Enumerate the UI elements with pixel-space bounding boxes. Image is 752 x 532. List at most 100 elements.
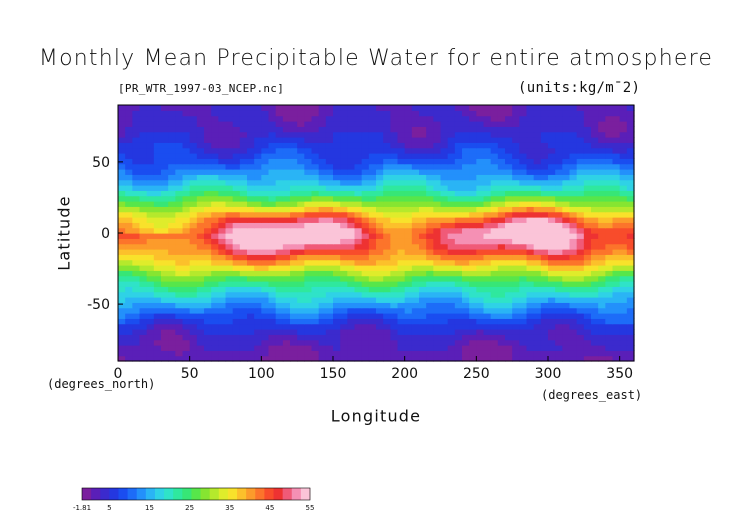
heatmap-cell [218,249,227,255]
heatmap-cell [118,190,126,197]
heatmap-cell [426,163,434,170]
heatmap-cell [426,121,434,127]
heatmap-cell [612,254,621,261]
heatmap-cell [591,254,599,261]
heatmap-cell [225,329,234,335]
heatmap-cell [619,153,628,159]
heatmap-cell [275,147,284,154]
heatmap-cell [168,190,176,197]
heatmap-cell [512,211,520,218]
heatmap-cell [562,323,571,330]
heatmap-cell [447,265,456,271]
heatmap-cell [275,153,284,159]
heatmap-cell [325,243,334,250]
heatmap-cell [254,286,262,293]
heatmap-cell [196,350,205,357]
heatmap-cell [161,281,169,287]
heatmap-cell [462,179,470,186]
heatmap-cell [275,238,284,245]
heatmap-cell [189,323,198,330]
heatmap-cell [605,227,614,234]
heatmap-cell [626,323,635,330]
heatmap-cell [533,275,542,282]
heatmap-cell [540,137,549,143]
heatmap-cell [390,270,399,277]
heatmap-cell [218,169,227,175]
heatmap-cell [153,105,162,111]
heatmap-cell [204,190,212,197]
heatmap-cell [161,153,169,159]
heatmap-cell [612,201,621,207]
x-tick-label: 50 [181,366,199,382]
heatmap-cell [333,233,341,239]
heatmap-cell [605,153,614,159]
heatmap-cell [490,131,499,138]
heatmap-cell [168,286,176,293]
heatmap-cell [591,281,599,287]
heatmap-cell [512,297,520,303]
heatmap-cell [462,286,470,293]
heatmap-cell [340,147,348,154]
heatmap-cell [161,195,169,202]
heatmap-cell [490,345,499,351]
heatmap-cell [605,302,614,309]
heatmap-cell [555,179,563,186]
heatmap-cell [483,345,492,351]
heatmap-cell [483,174,492,181]
heatmap-cell [225,259,234,266]
heatmap-cell [153,291,162,298]
heatmap-cell [483,131,492,138]
heatmap-cell [146,265,155,271]
heatmap-cell [576,169,585,175]
heatmap-cell [548,110,556,117]
heatmap-cell [218,307,227,314]
heatmap-cell [347,137,356,143]
heatmap-cell [440,142,449,149]
heatmap-cell [175,190,184,197]
heatmap-cell [440,297,449,303]
heatmap-cell [397,350,406,357]
heatmap-cell [404,297,413,303]
heatmap-cell [540,323,549,330]
heatmap-cell [139,217,148,223]
heatmap-cell [247,318,255,325]
heatmap-cell [325,291,334,298]
heatmap-cell [440,238,449,245]
heatmap-cell [189,169,198,175]
heatmap-cell [196,126,205,133]
heatmap-cell [397,323,406,330]
heatmap-cell [204,126,212,133]
heatmap-cell [311,147,320,154]
heatmap-cell [218,153,227,159]
heatmap-cell [526,259,535,266]
heatmap-cell [153,227,162,234]
heatmap-cell [368,158,377,165]
heatmap-cell [290,169,298,175]
heatmap-cell [211,249,219,255]
heatmap-cell [347,355,356,362]
heatmap-cell [161,238,169,245]
heatmap-cell [440,345,449,351]
heatmap-cell [311,211,320,218]
heatmap-cell [619,291,628,298]
heatmap-cell [168,115,176,122]
heatmap-cell [605,185,614,191]
heatmap-cell [354,286,363,293]
heatmap-cell [232,153,241,159]
heatmap-cell [175,318,184,325]
heatmap-cell [469,318,477,325]
heatmap-cell [189,121,198,127]
heatmap-cell [433,190,442,197]
heatmap-cell [376,137,384,143]
heatmap-cell [462,243,470,250]
heatmap-cell [619,249,628,255]
heatmap-cell [290,334,298,341]
heatmap-cell [404,147,413,154]
heatmap-cell [483,158,492,165]
heatmap-cell [347,190,356,197]
heatmap-cell [118,185,126,191]
heatmap-cell [261,286,270,293]
heatmap-cell [304,163,313,170]
heatmap-cell [340,323,348,330]
heatmap-cell [275,259,284,266]
